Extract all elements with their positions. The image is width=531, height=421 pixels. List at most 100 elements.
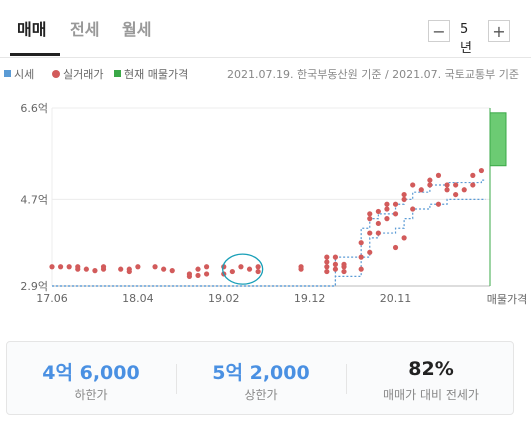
highlight-annotation <box>222 253 264 285</box>
transaction-point <box>75 264 81 270</box>
transaction-point <box>367 211 373 217</box>
transaction-point <box>427 177 433 183</box>
transaction-point <box>161 266 167 272</box>
lower-price-stat: 4억 6,000 하한가 <box>7 342 175 414</box>
transaction-point <box>118 266 124 272</box>
transaction-point <box>470 172 476 178</box>
transaction-point <box>367 230 373 236</box>
transaction-point <box>332 254 339 260</box>
x-tick-label: 19.12 <box>294 292 326 305</box>
legend-item-real-transactions: 실거래가 <box>52 66 103 82</box>
summary-divider <box>176 364 177 394</box>
period-value: 5년 <box>460 22 472 56</box>
transaction-point <box>169 268 175 274</box>
jeonse-ratio-stat: 82% 매매가 대비 전세가 <box>347 342 515 414</box>
current-listing-swatch-icon <box>114 70 121 77</box>
current-listing-label: 매물가격 <box>487 293 527 306</box>
data-source-note: 2021.07.19. 한국부동산원 기준 / 2021.07. 국토교통부 기… <box>227 68 519 81</box>
transaction-point <box>461 187 467 193</box>
period-increase-button[interactable]: + <box>488 20 510 42</box>
market-price-upper-line <box>52 179 486 287</box>
transaction-point <box>470 182 476 188</box>
transaction-point <box>375 230 381 236</box>
transaction-point <box>358 240 364 246</box>
transaction-point <box>332 266 339 272</box>
y-tick-label: 2.9억 <box>20 280 48 293</box>
lower-price-value: 4억 6,000 <box>42 362 140 384</box>
market-price-swatch-icon <box>4 70 11 77</box>
transaction-point <box>57 264 64 270</box>
transaction-point <box>126 266 132 272</box>
transaction-point <box>229 268 235 275</box>
transaction-point <box>92 268 98 274</box>
transaction-dot-icon <box>52 70 60 78</box>
jeonse-ratio-value: 82% <box>408 358 454 380</box>
transaction-point <box>238 264 244 270</box>
tabs-divider <box>0 57 531 58</box>
transaction-point <box>255 268 261 275</box>
tab-jeonse[interactable]: 전세 <box>70 20 100 39</box>
legend-item-current-listing: 현재 매물가격 <box>114 66 188 82</box>
transaction-point <box>392 211 399 217</box>
transaction-point <box>100 264 107 270</box>
transaction-point <box>367 249 373 255</box>
x-tick-label: 17.06 <box>36 292 68 305</box>
transaction-point <box>358 254 364 260</box>
transaction-point <box>324 259 330 265</box>
x-tick-label: 19.02 <box>208 292 240 305</box>
transaction-point <box>401 235 407 241</box>
transaction-point <box>246 266 253 272</box>
transaction-point <box>435 172 442 178</box>
transaction-point <box>453 191 459 198</box>
transaction-point <box>478 167 485 174</box>
transaction-point <box>444 187 450 193</box>
x-tick-label: 20.11 <box>380 292 412 305</box>
transaction-point <box>135 264 141 270</box>
transaction-point <box>453 182 459 188</box>
transaction-point <box>401 196 407 203</box>
transaction-point <box>384 201 390 207</box>
transaction-point <box>203 264 210 270</box>
period-decrease-button[interactable]: − <box>428 20 450 42</box>
transaction-point <box>384 206 390 212</box>
current-listing-bar <box>489 112 507 167</box>
y-tick-label: 4.7억 <box>20 193 48 206</box>
transaction-point <box>410 206 416 212</box>
transaction-point <box>444 182 450 188</box>
price-summary: 4억 6,000 하한가 5억 2,000 상한가 82% 매매가 대비 전세가 <box>6 341 514 415</box>
transaction-point <box>324 268 330 275</box>
transaction-point <box>341 261 347 267</box>
transaction-point <box>427 182 433 188</box>
transaction-point <box>392 244 399 251</box>
active-tab-indicator <box>10 53 60 56</box>
transaction-point <box>83 266 89 272</box>
tab-monthly-rent[interactable]: 월세 <box>122 20 152 39</box>
transaction-point <box>418 187 424 193</box>
tab-sale[interactable]: 매매 <box>17 20 47 39</box>
transaction-point <box>298 264 304 270</box>
transaction-point <box>152 264 158 270</box>
jeonse-ratio-label: 매매가 대비 전세가 <box>383 388 479 402</box>
transaction-point <box>66 264 72 270</box>
transaction-point <box>341 268 347 275</box>
transaction-point <box>324 254 330 260</box>
transaction-point <box>324 264 330 270</box>
upper-price-value: 5억 2,000 <box>212 362 310 384</box>
y-tick-label: 6.6억 <box>20 102 48 115</box>
upper-price-stat: 5억 2,000 상한가 <box>177 342 345 414</box>
transaction-point <box>203 271 210 277</box>
transaction-point <box>375 208 381 215</box>
legend-item-market-price: 시세 <box>4 66 34 82</box>
deal-type-tabs: 매매 전세 월세 − 5년 + <box>0 0 531 58</box>
transaction-point <box>435 201 442 207</box>
transaction-point <box>401 191 407 198</box>
transaction-point <box>375 220 381 227</box>
transaction-point <box>410 182 416 188</box>
transaction-point <box>392 201 399 207</box>
transaction-point <box>195 272 201 279</box>
x-tick-label: 18.04 <box>122 292 154 305</box>
upper-price-label: 상한가 <box>244 388 278 402</box>
summary-divider <box>346 364 347 394</box>
transaction-point <box>195 266 201 272</box>
